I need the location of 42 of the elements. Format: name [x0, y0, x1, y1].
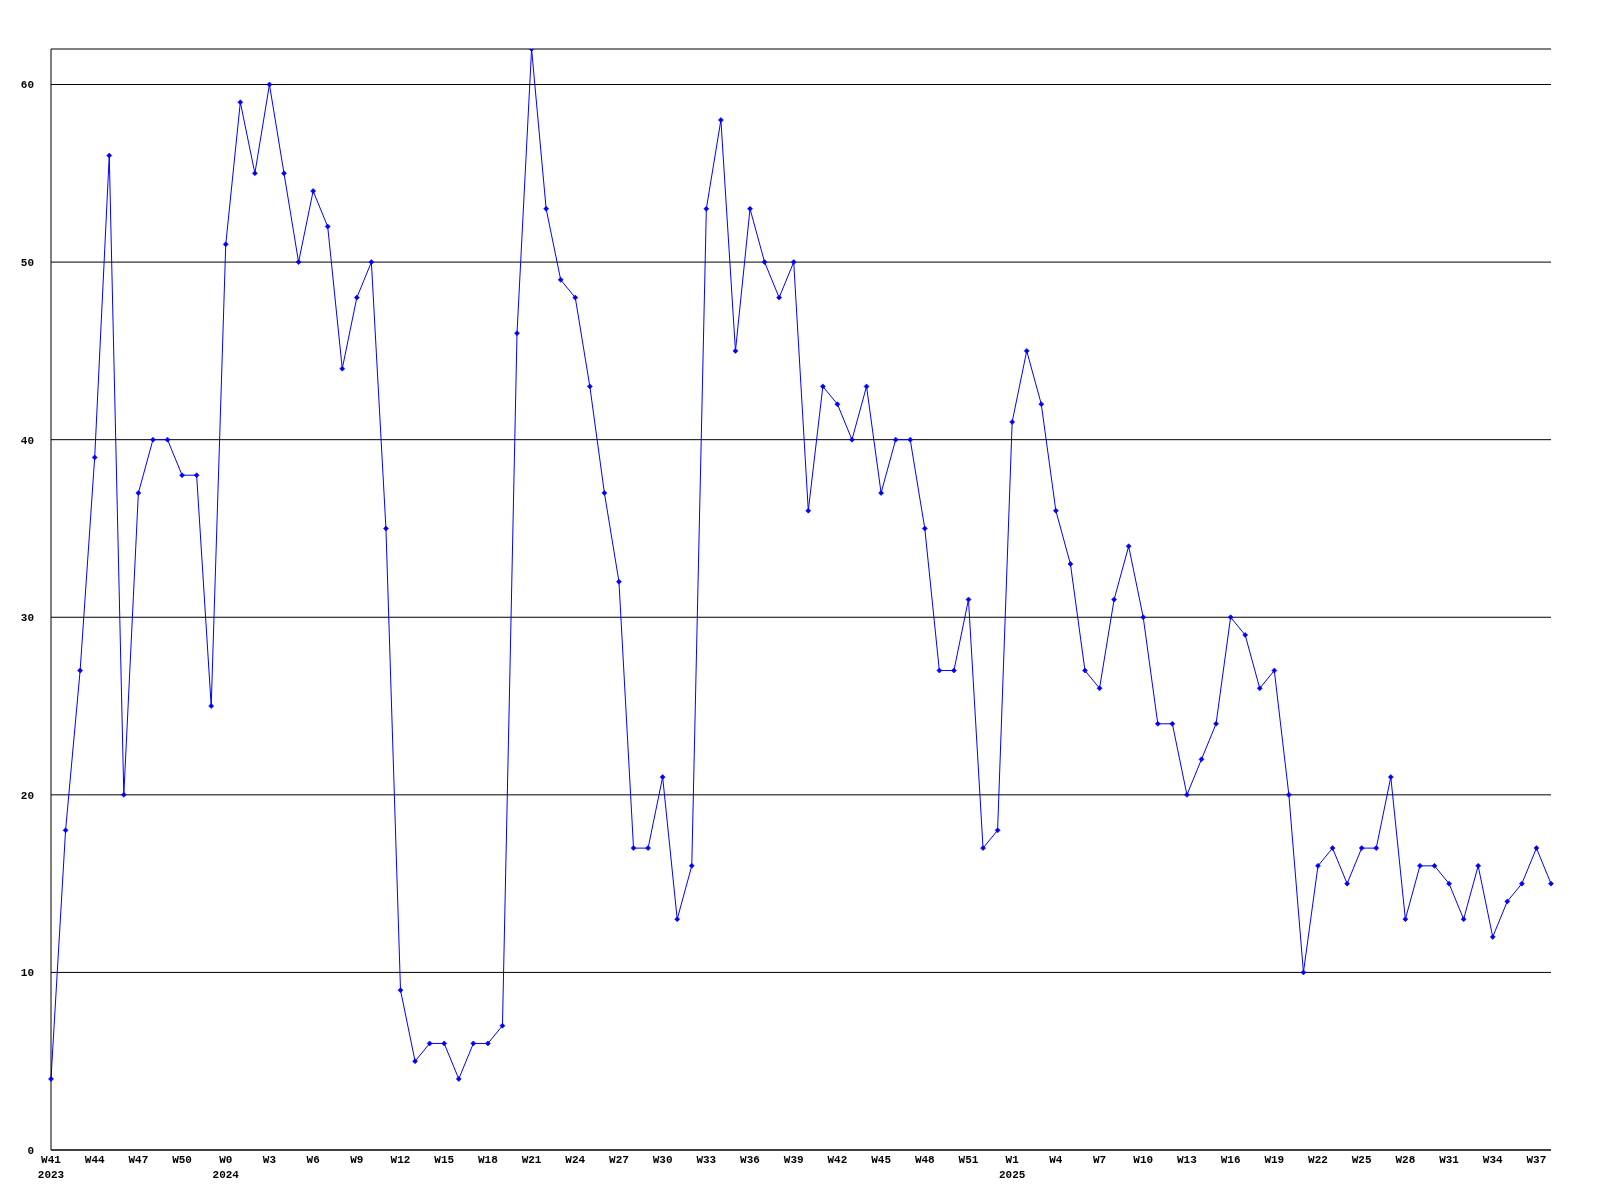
x-tick-label: W48: [914, 1153, 936, 1166]
x-tick-label: W25: [1351, 1153, 1372, 1166]
x-tick-label: W39: [783, 1153, 804, 1166]
x-tick-label: W51: [958, 1153, 979, 1166]
x-tick-label: W0 2024: [212, 1153, 240, 1181]
x-tick-label: W1 2025: [998, 1153, 1026, 1181]
x-tick-label: W45: [871, 1153, 892, 1166]
x-tick-label: W12: [390, 1153, 411, 1166]
y-tick-label: 60: [20, 79, 34, 92]
y-tick-label: 50: [20, 257, 34, 269]
y-tick-label: 30: [20, 612, 34, 625]
x-tick-label: W28: [1395, 1153, 1416, 1166]
x-tick-label: W3: [262, 1153, 277, 1166]
x-tick-label: W4: [1049, 1153, 1063, 1166]
x-tick-label: W10: [1133, 1153, 1154, 1166]
x-tick-label: W36: [740, 1153, 760, 1166]
y-tick-label: 0: [27, 1144, 34, 1157]
x-tick-label: W6: [306, 1153, 320, 1166]
y-tick-label: 20: [20, 789, 34, 802]
x-tick-label: W22: [1308, 1153, 1328, 1166]
x-tick-label: W50: [172, 1153, 192, 1166]
x-tick-label: W16: [1220, 1153, 1241, 1166]
x-tick-label: W9: [350, 1153, 364, 1166]
x-tick-label: W19: [1264, 1153, 1285, 1166]
x-tick-label: W7: [1092, 1153, 1107, 1166]
y-tick-label: 10: [20, 967, 34, 980]
x-tick-label: W27: [609, 1153, 629, 1166]
x-tick-label: W44: [84, 1153, 105, 1166]
x-tick-label: W18: [477, 1153, 499, 1166]
x-tick-label: W47: [128, 1153, 149, 1166]
x-tick-label: W15: [434, 1153, 455, 1166]
x-tick-label: W24: [565, 1153, 586, 1166]
x-tick-label: W21: [521, 1153, 542, 1166]
x-tick-label: W42: [827, 1153, 848, 1166]
x-tick-label: W34: [1482, 1153, 1504, 1166]
x-tick-label: W30: [652, 1153, 673, 1166]
x-tick-label: W37: [1526, 1153, 1547, 1166]
x-tick-label: W31: [1439, 1153, 1460, 1166]
x-tick-label: W33: [696, 1153, 717, 1166]
x-tick-label: W41 2023: [37, 1153, 65, 1181]
y-tick-label: 40: [20, 434, 34, 447]
x-tick-label: W13: [1177, 1153, 1198, 1166]
